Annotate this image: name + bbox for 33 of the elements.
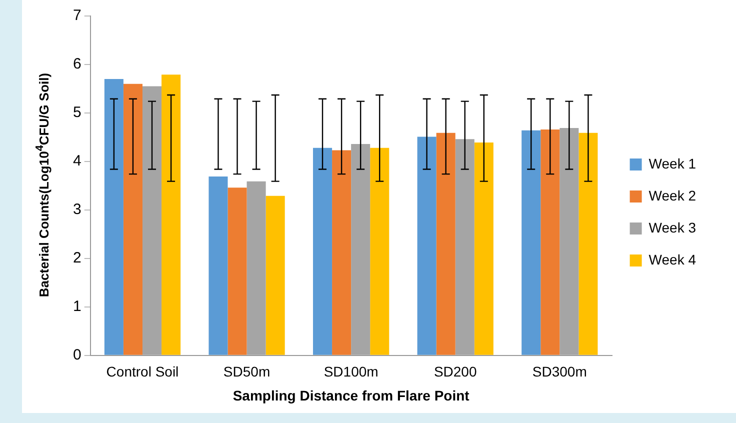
bar [436, 132, 456, 355]
legend-label: Week 1 [648, 155, 696, 172]
y-tick-label: 3 [73, 201, 82, 218]
bar [578, 132, 598, 355]
bar [522, 130, 541, 355]
bar [540, 129, 560, 355]
bar [417, 136, 436, 355]
y-tick-label: 2 [73, 250, 82, 267]
y-tick-label: 5 [73, 104, 82, 122]
x-tick-label: SD300m [532, 364, 587, 380]
legend-label: Week 4 [648, 251, 696, 268]
bar [104, 79, 124, 355]
y-tick-label: 1 [73, 298, 82, 316]
bar [474, 142, 494, 355]
bar [123, 84, 142, 355]
bar [162, 74, 181, 355]
legend-label: Week 2 [648, 187, 696, 204]
y-tick-label: 0 [73, 346, 82, 364]
y-tick-label: 4 [73, 152, 82, 170]
y-tick-label: 6 [73, 56, 82, 73]
y-tick-label: 7 [73, 7, 82, 24]
x-tick-label: SD50m [223, 364, 270, 380]
x-tick-label: SD100m [324, 364, 378, 380]
bar [370, 148, 390, 355]
bar [208, 176, 228, 355]
x-axis-title: Sampling Distance from Flare Point [232, 387, 470, 404]
bar [266, 196, 285, 355]
bar [332, 150, 352, 355]
bar [313, 148, 332, 355]
x-tick-label: Control Soil [106, 364, 179, 380]
legend-label: Week 3 [648, 219, 696, 236]
bar [228, 188, 247, 355]
x-tick-label: SD200 [434, 364, 477, 380]
